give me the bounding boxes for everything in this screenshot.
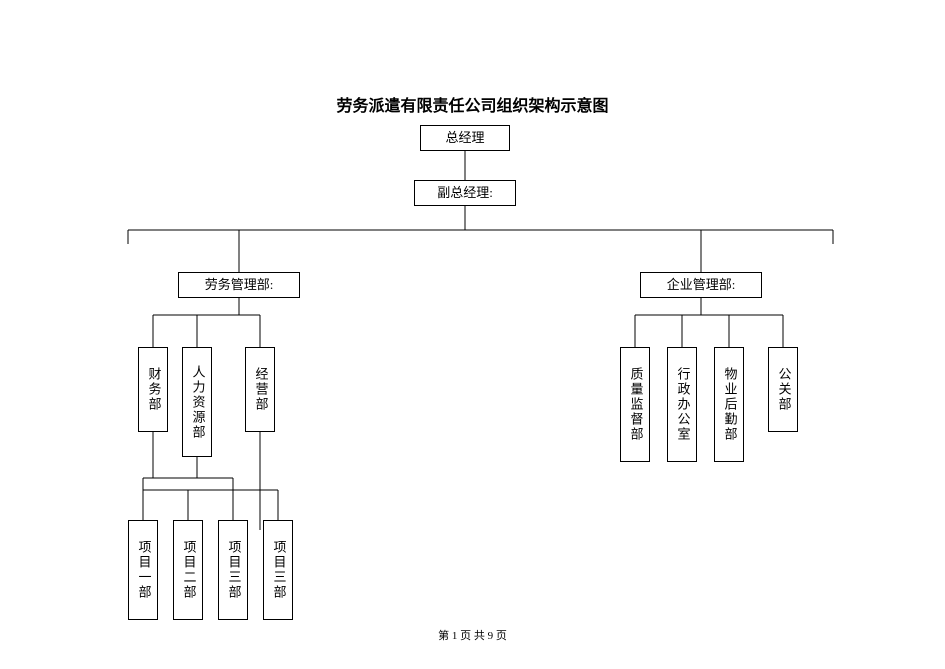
org-node-label: 经营部 [252, 367, 269, 412]
org-node-p3a: 项目三部 [218, 520, 248, 620]
org-node-label: 行政办公室 [674, 367, 691, 442]
org-node-p1: 项目一部 [128, 520, 158, 620]
org-node-labor: 劳务管理部: [178, 272, 300, 298]
org-node-label: 质量监督部 [627, 367, 644, 442]
org-node-prop: 物业后勤部 [714, 347, 744, 462]
org-node-label: 项目一部 [135, 540, 152, 600]
chart-title: 劳务派遣有限责任公司组织架构示意图 [0, 92, 945, 116]
org-node-qc: 质量监督部 [620, 347, 650, 462]
org-node-label: 企业管理部: [667, 278, 736, 292]
org-node-corp: 企业管理部: [640, 272, 762, 298]
org-node-label: 物业后勤部 [721, 367, 738, 442]
org-node-label: 项目三部 [270, 540, 287, 600]
org-node-label: 劳务管理部: [205, 278, 274, 292]
org-node-admin: 行政办公室 [667, 347, 697, 462]
org-node-fin: 财务部 [138, 347, 168, 432]
org-node-gm: 总经理 [420, 125, 510, 151]
org-node-ops: 经营部 [245, 347, 275, 432]
org-node-label: 财务部 [145, 367, 162, 412]
page-footer: 第 1 页 共 9 页 [0, 627, 945, 643]
org-node-p3b: 项目三部 [263, 520, 293, 620]
org-node-label: 副总经理: [437, 186, 493, 200]
org-node-pr: 公关部 [768, 347, 798, 432]
org-node-label: 人力资源部 [189, 365, 206, 440]
org-node-label: 项目三部 [225, 540, 242, 600]
org-node-hr: 人力资源部 [182, 347, 212, 457]
org-node-label: 公关部 [775, 367, 792, 412]
org-node-vgm: 副总经理: [414, 180, 516, 206]
org-node-label: 总经理 [445, 131, 484, 145]
org-node-p2: 项目二部 [173, 520, 203, 620]
org-node-label: 项目二部 [180, 540, 197, 600]
